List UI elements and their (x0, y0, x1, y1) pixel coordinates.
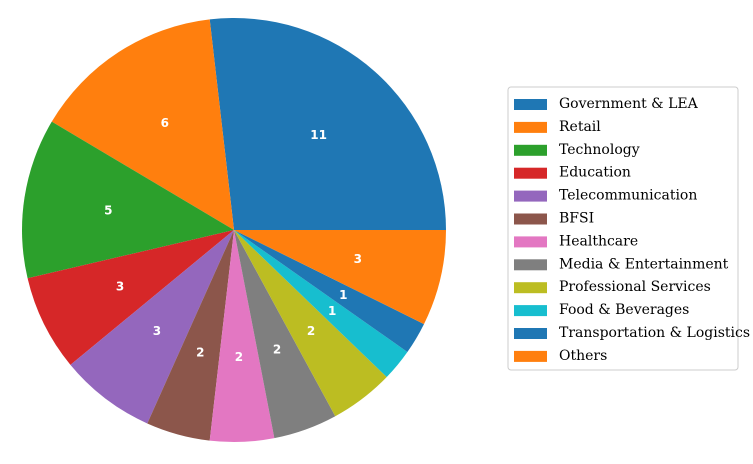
pie-slice (234, 230, 387, 417)
legend-swatch (514, 236, 547, 248)
pie-slice (70, 230, 234, 424)
legend-label: Transportation & Logistics (559, 325, 750, 341)
pie-slice (147, 230, 234, 441)
slice-value-label: 2 (196, 346, 204, 360)
pie-slice (234, 230, 336, 439)
legend-label: Technology (559, 142, 640, 158)
legend-swatch (514, 328, 547, 339)
legend-swatch (514, 213, 547, 225)
legend: Government & LEA Retail Technology Educatio… (507, 86, 750, 371)
legend-label: Healthcare (559, 233, 638, 249)
legend-label: Government & LEA (559, 96, 699, 112)
legend-swatch (514, 99, 547, 110)
slice-value-label: 5 (104, 204, 112, 218)
pie-slice (209, 230, 275, 442)
pie-slice (234, 230, 424, 352)
legend-label: Education (559, 165, 631, 181)
legend-label: Food & Beverages (559, 302, 689, 318)
pie (22, 18, 446, 442)
pie-slice (234, 230, 446, 325)
legend-swatch (514, 167, 547, 179)
slice-value-label: 2 (235, 350, 243, 364)
legend-swatch (514, 121, 547, 133)
slice-value-label: 3 (153, 324, 161, 338)
legend-label: Others (559, 348, 607, 364)
slice-value-label: 2 (273, 343, 281, 357)
pie-slice (234, 230, 408, 378)
legend-label: BFSI (559, 211, 594, 227)
slice-value-label: 3 (116, 279, 124, 293)
slice-value-label: 1 (328, 304, 336, 318)
legend-swatch (514, 144, 547, 156)
legend-swatch (514, 259, 547, 271)
legend-label: Professional Services (559, 279, 711, 295)
pie-slice (27, 230, 234, 365)
legend-label: Retail (559, 119, 601, 135)
slice-value-label: 2 (307, 324, 315, 338)
legend-frame (507, 86, 739, 371)
slice-value-label: 6 (161, 116, 169, 130)
legend-label: Media & Entertainment (559, 256, 729, 272)
legend-swatch (514, 190, 547, 202)
legend-swatch (514, 282, 547, 294)
pie-slice (209, 18, 446, 230)
legend-items: Government & LEA Retail Technology Educatio… (514, 96, 750, 364)
legend-swatch (514, 305, 547, 317)
pie-slice (51, 19, 234, 231)
slice-value-label: 11 (310, 128, 327, 142)
legend-label: Telecommunication (559, 188, 697, 204)
pie-slice (22, 121, 234, 279)
slice-value-label: 3 (354, 252, 362, 266)
slice-value-label: 1 (339, 288, 347, 302)
legend-swatch (514, 350, 547, 362)
